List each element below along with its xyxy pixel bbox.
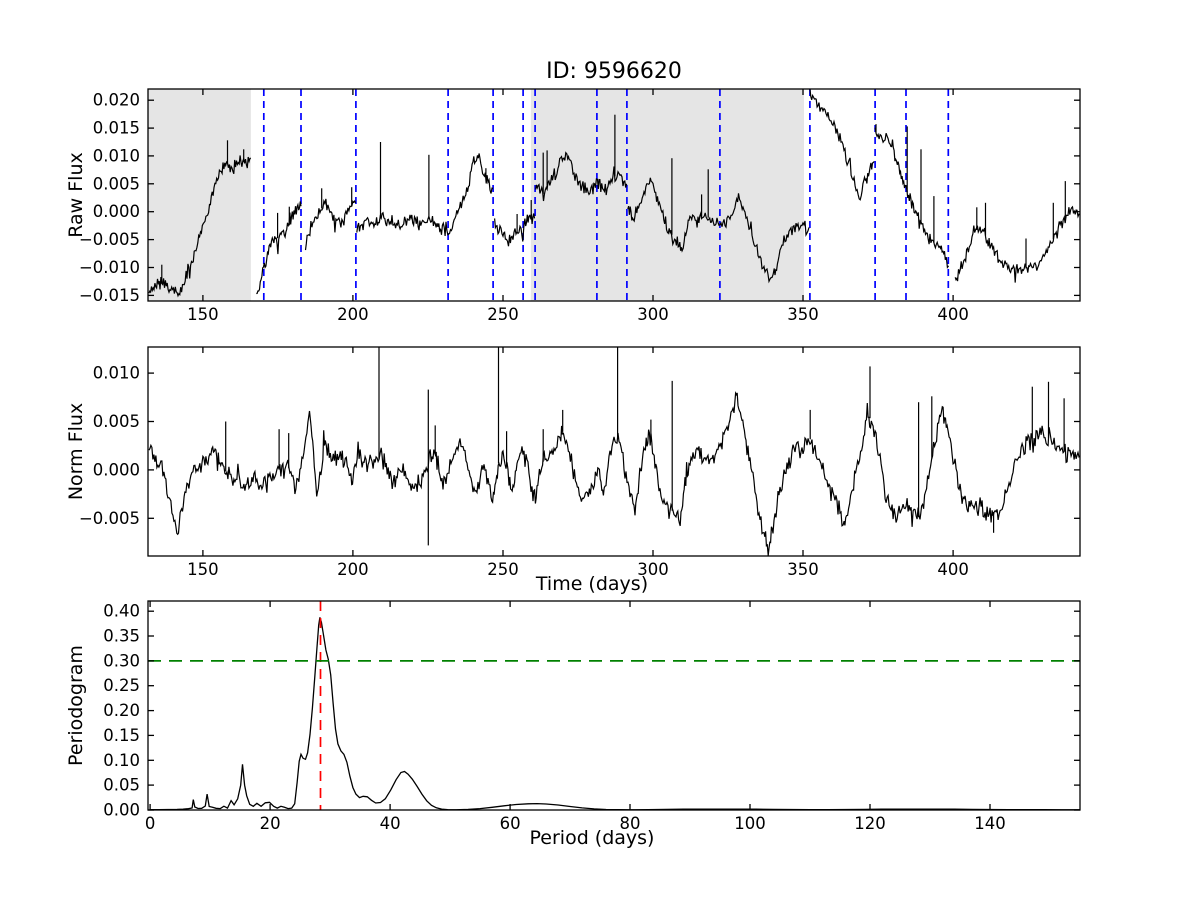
axes-spines [147,600,1081,811]
x-tick-label: 60 [500,814,521,833]
x-tick-label: 300 [637,305,669,324]
y-axis-label: Raw Flux [65,152,87,238]
y-tick-label: 0.40 [103,602,140,621]
y-tick-label: −0.005 [79,509,140,528]
lightcurve-series [256,201,302,295]
y-tick-label: 0.000 [93,202,140,221]
y-axis-label: Norm Flux [65,403,87,500]
x-tick-label: 250 [487,305,519,324]
lightcurve-series [809,89,875,201]
x-tick-label: 200 [337,560,369,579]
x-tick-label: 40 [380,814,401,833]
y-tick-label: −0.005 [79,230,140,249]
y-tick-label: −0.015 [79,286,140,305]
y-tick-label: 0.05 [103,776,140,795]
y-tick-label: 0.10 [103,751,140,770]
periodogram-plot: 0 20 40 60 80 100 120 140 0.40 0.35 0.30 0.25 0.20 0.… [65,600,1081,849]
periodogram-curve [150,617,1080,810]
x-tick-label: 150 [187,305,219,324]
x-tick-label: 0 [145,814,156,833]
axes-spines [147,88,1081,302]
y-tick-label: 0.00 [103,801,140,820]
lightcurve-series [494,213,536,247]
quarter-shading-span [530,89,804,301]
x-tick-label: 140 [974,814,1006,833]
lightcurve-series [356,153,494,237]
y-tick-label: 0.15 [103,726,140,745]
lightcurve-series [954,205,1080,283]
x-tick-label: 350 [787,305,819,324]
x-tick-label: 200 [337,305,369,324]
y-tick-label: 0.25 [103,676,140,695]
y-tick-label: 0.005 [93,412,140,431]
y-tick-label: 0.000 [93,460,140,479]
x-tick-label: 150 [187,560,219,579]
figure-title: ID: 9596620 [546,59,682,84]
x-tick-label: 300 [637,560,669,579]
x-tick-label: 20 [260,814,281,833]
lightcurve-series [148,391,1080,556]
x-tick-label: 400 [937,305,969,324]
y-tick-label: −0.010 [79,258,140,277]
lightcurve-series [148,155,252,298]
lightcurve-series [535,151,628,202]
quarter-shading-span [148,89,251,301]
y-tick-label: 0.010 [93,146,140,165]
axes-spines [147,346,1081,557]
y-axis-label: Periodogram [65,645,87,766]
y-tick-label: 0.020 [93,91,140,110]
x-tick-label: 120 [854,814,886,833]
y-tick-label: 0.010 [93,364,140,383]
lightcurve-series [627,177,810,284]
lightcurve-series [304,198,357,251]
raw-flux-plot: 150 200 250 300 350 400 0.020 0.015 0.010 0.005 0.… [65,59,1081,324]
x-axis-label: Time (days) [535,573,648,595]
norm-flux-plot: 150 200 250 300 350 400 0.010 0.005 0.000 −0.005 N… [65,346,1081,595]
y-tick-label: 0.20 [103,701,140,720]
x-tick-label: 100 [734,814,766,833]
lightcurve-series [874,127,950,269]
x-axis-label: Period (days) [530,827,655,849]
x-tick-label: 80 [620,814,641,833]
y-tick-label: 0.30 [103,651,140,670]
y-tick-label: 0.015 [93,119,140,138]
x-tick-label: 350 [787,560,819,579]
x-tick-label: 250 [487,560,519,579]
x-tick-label: 400 [937,560,969,579]
y-tick-label: 0.35 [103,627,140,646]
y-tick-label: 0.005 [93,174,140,193]
